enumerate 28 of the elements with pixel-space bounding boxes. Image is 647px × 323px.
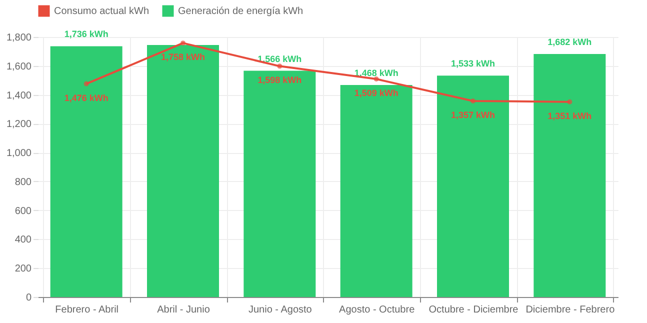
- data-label: 1,758 kWh: [160, 52, 206, 62]
- x-tick-label: Octubre - Diciembre: [428, 304, 519, 316]
- y-tick-label: 1,200: [6, 119, 32, 130]
- data-label: 1,533 kWh: [450, 58, 496, 69]
- y-tick-label: 1,000: [6, 148, 32, 160]
- y-tick-label: 800: [14, 176, 32, 188]
- y-tick-label: 1,600: [6, 61, 32, 72]
- y-tick-label: 1,800: [6, 32, 32, 44]
- y-tick-label: 400: [14, 234, 32, 246]
- x-tick-label: Agosto - Octubre: [339, 304, 416, 316]
- y-tick-label: 1,400: [6, 90, 32, 102]
- legend-label: Generación de energía kWh: [178, 6, 304, 17]
- legend-label: Consumo actual kWh: [54, 6, 150, 17]
- data-label: 1,509 kWh: [354, 88, 398, 98]
- data-label: 1,736 kWh: [64, 29, 108, 40]
- x-tick-label: Febrero - Abril: [55, 304, 119, 316]
- x-tick-label: Abril - Junio: [157, 304, 210, 316]
- y-tick-label: 600: [14, 206, 32, 217]
- data-label: 1,351 kWh: [548, 110, 592, 121]
- data-label: 1,598 kWh: [258, 75, 302, 86]
- x-tick-label: Junio - Agosto: [248, 304, 312, 316]
- x-tick-label: Diciembre - Febrero: [526, 304, 616, 316]
- y-tick-label: 200: [14, 264, 32, 275]
- data-label: 1,682 kWh: [548, 37, 592, 48]
- data-label: 1,476 kWh: [64, 92, 108, 103]
- data-label: 1,357 kWh: [450, 110, 496, 120]
- data-label: 1,468 kWh: [354, 68, 398, 78]
- y-tick-label: 0: [26, 292, 32, 304]
